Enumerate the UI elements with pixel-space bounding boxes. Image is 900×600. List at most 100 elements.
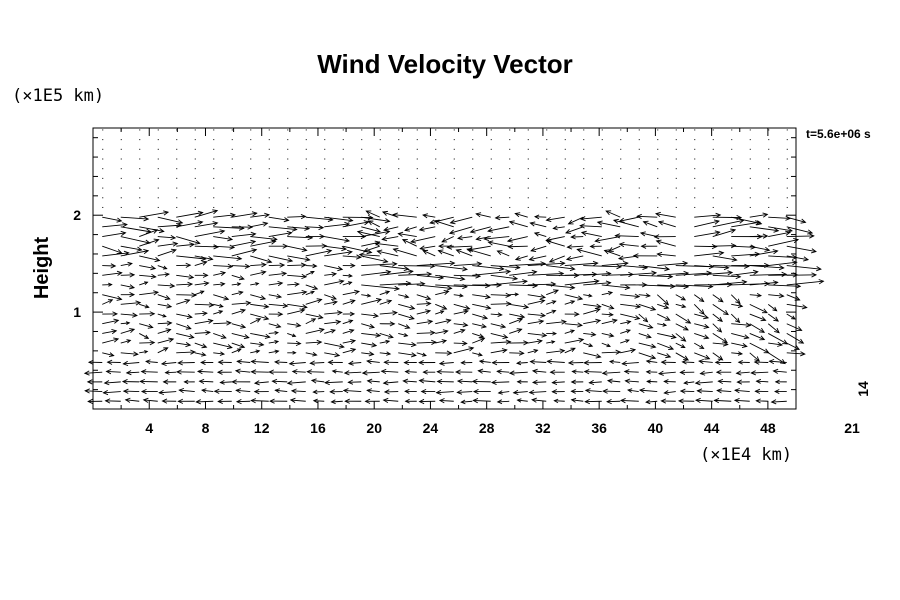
wind-arrow xyxy=(730,313,741,324)
wind-arrow xyxy=(512,389,528,395)
wind-arrow xyxy=(287,234,314,241)
wind-arrow xyxy=(102,216,123,223)
wind-arrow xyxy=(567,216,584,225)
wind-arrow xyxy=(398,352,417,358)
wind-arrow xyxy=(693,304,705,315)
wind-arrow xyxy=(527,294,547,300)
wind-arrow xyxy=(250,221,269,228)
wind-arrow xyxy=(487,240,510,247)
wind-arrow xyxy=(183,379,195,385)
wind-arrow xyxy=(366,378,380,384)
y-tick-label: 1 xyxy=(73,304,81,320)
wind-arrow xyxy=(324,216,354,223)
wind-arrow xyxy=(601,342,611,348)
wind-arrow xyxy=(768,341,784,347)
wind-arrow xyxy=(361,293,372,298)
wind-arrow xyxy=(194,290,205,296)
wind-arrow xyxy=(694,380,713,386)
wind-arrow xyxy=(177,360,195,366)
wind-arrow xyxy=(446,244,473,250)
wind-arrow xyxy=(362,245,380,253)
wind-arrow xyxy=(324,294,337,300)
wind-arrow xyxy=(546,331,558,336)
wind-arrow xyxy=(618,241,639,248)
wind-arrow xyxy=(178,387,195,394)
wind-arrow xyxy=(675,352,689,361)
wind-arrow xyxy=(287,332,297,338)
wind-arrow xyxy=(786,255,810,262)
wind-arrow xyxy=(694,332,710,340)
wind-arrow xyxy=(250,359,269,365)
wind-arrow xyxy=(786,272,818,278)
wind-arrow xyxy=(274,388,288,394)
wind-arrow xyxy=(546,265,576,272)
wind-arrow xyxy=(642,220,658,228)
wind-arrow xyxy=(422,213,436,219)
wind-arrow xyxy=(749,352,760,362)
wind-arrow xyxy=(329,389,343,395)
wind-arrow xyxy=(786,233,815,239)
wind-arrow xyxy=(236,359,251,365)
wind-arrow xyxy=(564,322,583,328)
wind-arrow xyxy=(638,387,658,394)
wind-arrow xyxy=(120,300,142,306)
wind-arrow xyxy=(712,228,737,237)
y-axis-label: Height xyxy=(31,237,53,300)
wind-arrow xyxy=(250,303,270,309)
wind-arrow xyxy=(305,248,333,257)
wind-arrow xyxy=(548,255,565,263)
wind-arrow xyxy=(435,389,454,395)
wind-arrow xyxy=(342,311,356,317)
wind-arrow xyxy=(576,248,602,257)
wind-arrow xyxy=(753,359,769,365)
wind-arrow xyxy=(438,360,454,366)
x-tick-label: 36 xyxy=(591,420,607,436)
wind-arrow xyxy=(213,281,226,287)
wind-arrow xyxy=(231,308,247,315)
wind-arrow xyxy=(176,242,196,248)
wind-arrow xyxy=(324,379,343,386)
wind-arrow xyxy=(268,339,280,345)
wind-arrow xyxy=(656,294,670,306)
wind-arrow xyxy=(157,320,173,326)
wind-arrow xyxy=(472,294,491,300)
wind-arrow xyxy=(712,255,738,262)
wind-arrow xyxy=(509,292,520,297)
wind-arrow xyxy=(157,337,175,344)
wind-arrow xyxy=(528,255,547,262)
wind-arrow xyxy=(749,226,780,233)
wind-arrow xyxy=(712,341,729,347)
wind-arrow xyxy=(310,378,325,384)
wind-arrow xyxy=(607,245,621,252)
wind-arrow xyxy=(589,244,602,249)
wind-arrow xyxy=(583,331,597,337)
vector-field xyxy=(83,129,825,405)
wind-arrow xyxy=(570,388,584,394)
wind-arrow xyxy=(361,261,398,267)
wind-arrow xyxy=(570,234,584,240)
wind-arrow xyxy=(250,236,278,242)
wind-arrow xyxy=(768,230,792,237)
wind-arrow xyxy=(235,398,251,405)
wind-arrow xyxy=(253,380,269,386)
wind-arrow xyxy=(712,279,748,286)
wind-arrow xyxy=(305,327,325,334)
wind-arrow xyxy=(564,260,599,267)
wind-arrow xyxy=(730,294,741,305)
wind-arrow xyxy=(194,302,215,308)
wind-arrow xyxy=(601,303,615,310)
wind-arrow xyxy=(379,332,394,339)
wind-arrow xyxy=(305,270,315,276)
wind-arrow xyxy=(342,281,353,286)
wind-arrow xyxy=(139,340,156,346)
wind-arrow xyxy=(786,279,825,286)
wind-arrow xyxy=(361,370,380,376)
wind-arrow xyxy=(565,255,584,262)
wind-arrow xyxy=(438,243,454,249)
wind-arrow xyxy=(736,379,750,385)
wind-arrow xyxy=(231,248,258,257)
wind-arrow xyxy=(231,379,251,385)
wind-arrow xyxy=(453,322,469,328)
wind-arrow xyxy=(749,245,771,252)
wind-arrow xyxy=(235,388,251,394)
